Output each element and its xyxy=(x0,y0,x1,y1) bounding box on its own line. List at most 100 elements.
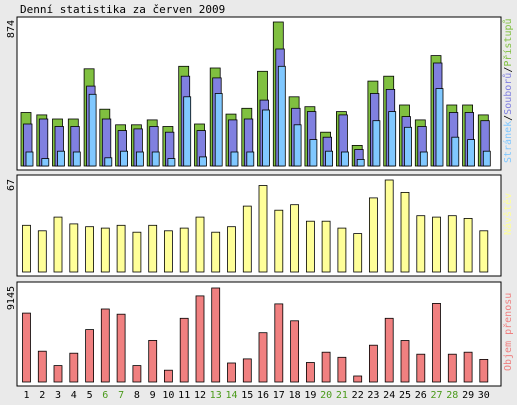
bar-visits-day-16 xyxy=(258,185,268,273)
legend-traffic: Objem přenosu xyxy=(502,293,514,371)
bar-pages-day-1 xyxy=(25,151,34,167)
day-label-10: 10 xyxy=(162,390,174,401)
bar-pages-day-13 xyxy=(214,93,223,167)
bar-pages-day-22 xyxy=(356,158,365,167)
bar-visits-day-6 xyxy=(100,227,110,273)
bar-visits-day-23 xyxy=(368,197,378,273)
bar-pages-day-16 xyxy=(262,109,270,167)
bar-traffic-day-26 xyxy=(416,353,426,383)
bar-pages-day-2 xyxy=(41,158,50,167)
bar-traffic-day-2 xyxy=(37,350,47,383)
day-label-6: 6 xyxy=(102,390,108,401)
bar-traffic-day-30 xyxy=(479,358,489,383)
bar-traffic-day-18 xyxy=(290,320,300,383)
day-label-16: 16 xyxy=(257,390,269,401)
day-label-28: 28 xyxy=(446,390,458,401)
bar-visits-day-14 xyxy=(227,226,236,273)
bar-pages-day-4 xyxy=(72,151,81,167)
day-label-11: 11 xyxy=(178,390,190,401)
bar-visits-day-21 xyxy=(337,227,347,273)
bar-visits-day-9 xyxy=(148,224,158,273)
bar-pages-day-15 xyxy=(246,151,255,167)
bottom-panel-traffic: 9145 Objem přenosu xyxy=(6,281,514,387)
bar-traffic-day-28 xyxy=(447,353,457,383)
bar-pages-day-25 xyxy=(404,126,412,167)
day-label-5: 5 xyxy=(87,390,93,401)
bar-traffic-day-25 xyxy=(400,340,410,383)
day-label-21: 21 xyxy=(336,390,348,401)
bar-visits-day-30 xyxy=(479,230,489,273)
bar-pages-day-24 xyxy=(388,111,397,167)
top-panel-ymax-label: 874 xyxy=(6,20,17,38)
bar-visits-day-10 xyxy=(163,230,173,273)
bar-visits-day-25 xyxy=(400,191,410,273)
bar-visits-day-24 xyxy=(384,179,394,273)
bar-pages-day-3 xyxy=(57,150,65,167)
top-panel-hits-files-pages: 874 Stránek/Souborů/Přístupů xyxy=(6,16,514,171)
day-label-12: 12 xyxy=(194,390,206,401)
legend-files: Souborů xyxy=(502,73,514,115)
day-label-17: 17 xyxy=(273,390,285,401)
bar-visits-day-2 xyxy=(37,230,47,273)
bar-visits-day-26 xyxy=(416,215,426,273)
bar-visits-day-20 xyxy=(321,220,331,273)
bar-traffic-day-22 xyxy=(353,375,363,383)
bar-pages-day-19 xyxy=(309,139,318,167)
day-label-20: 20 xyxy=(320,390,332,401)
bar-traffic-day-15 xyxy=(242,358,252,383)
bar-pages-day-11 xyxy=(183,96,192,167)
bar-visits-day-19 xyxy=(305,220,315,273)
bar-visits-day-27 xyxy=(432,216,441,273)
bar-traffic-day-9 xyxy=(148,339,158,383)
day-label-25: 25 xyxy=(399,390,411,401)
bar-traffic-day-29 xyxy=(463,351,473,383)
bar-pages-day-28 xyxy=(451,136,460,167)
day-label-26: 26 xyxy=(415,390,427,401)
bar-traffic-day-21 xyxy=(337,356,347,383)
day-label-22: 22 xyxy=(352,390,364,401)
legend-separator-2: / xyxy=(503,67,514,73)
bar-pages-day-7 xyxy=(120,150,128,167)
day-label-29: 29 xyxy=(462,390,474,401)
bar-traffic-day-8 xyxy=(132,365,142,383)
day-label-7: 7 xyxy=(118,390,124,401)
day-label-1: 1 xyxy=(23,390,29,401)
bar-traffic-day-14 xyxy=(227,362,236,383)
day-label-15: 15 xyxy=(241,390,253,401)
day-label-13: 13 xyxy=(210,390,222,401)
bar-pages-day-8 xyxy=(135,151,144,167)
bar-traffic-day-7 xyxy=(116,313,126,383)
legend-pages: Stránek xyxy=(502,121,514,163)
bar-traffic-day-20 xyxy=(321,351,331,383)
bar-traffic-day-23 xyxy=(368,344,378,383)
bar-traffic-day-1 xyxy=(22,312,31,383)
bar-traffic-day-17 xyxy=(274,303,284,383)
bar-visits-day-5 xyxy=(85,226,94,273)
day-label-3: 3 xyxy=(55,390,61,401)
bar-visits-day-29 xyxy=(463,217,473,273)
bar-visits-day-22 xyxy=(353,233,363,273)
day-label-2: 2 xyxy=(39,390,45,401)
bar-visits-day-8 xyxy=(132,231,142,273)
top-panel-legend: Stránek/Souborů/Přístupů xyxy=(502,18,514,163)
top-panel-bars xyxy=(20,21,491,167)
bar-visits-day-13 xyxy=(211,231,221,273)
bar-pages-day-14 xyxy=(230,151,239,167)
bar-visits-day-11 xyxy=(179,227,189,273)
day-label-27: 27 xyxy=(430,390,442,401)
bar-traffic-day-19 xyxy=(305,362,315,383)
bar-pages-day-10 xyxy=(167,158,176,167)
bar-pages-day-9 xyxy=(151,151,160,167)
bar-pages-day-5 xyxy=(88,93,97,167)
day-label-30: 30 xyxy=(478,390,490,401)
day-label-8: 8 xyxy=(134,390,140,401)
bar-visits-day-1 xyxy=(22,224,31,273)
bar-pages-day-29 xyxy=(467,139,476,167)
bar-visits-day-7 xyxy=(116,224,126,273)
bar-traffic-day-27 xyxy=(432,302,441,383)
bottom-panel-ymax-label: 9145 xyxy=(6,286,17,310)
day-label-14: 14 xyxy=(225,390,237,401)
bar-traffic-day-4 xyxy=(69,352,79,383)
